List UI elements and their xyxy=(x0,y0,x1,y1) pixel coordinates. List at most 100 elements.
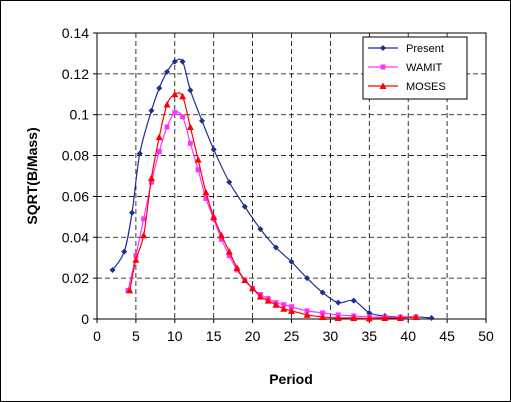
tick-layer: 0 5 10 15 20 25 30 35 40 45 50 0 0.02 0.04 0.06 0.08 0.1… xyxy=(62,25,494,344)
data-point-wamit xyxy=(281,302,287,308)
data-point-present xyxy=(187,87,194,94)
data-point-present xyxy=(164,68,171,75)
data-point-moses xyxy=(186,123,194,130)
data-point-moses xyxy=(179,92,187,100)
data-point-wamit xyxy=(156,148,162,154)
data-point-moses xyxy=(288,307,295,314)
x-tick-label: 35 xyxy=(362,328,378,344)
data-point-wamit xyxy=(320,310,326,316)
data-point-moses xyxy=(319,313,327,320)
x-tick-label: 20 xyxy=(245,328,261,344)
legend-marker-wamit xyxy=(380,64,386,70)
x-tick-label: 5 xyxy=(132,328,140,344)
data-point-moses xyxy=(194,156,202,163)
data-point-moses xyxy=(132,256,140,263)
legend-entries: Present WAMIT MOSES xyxy=(368,43,446,93)
data-point-present xyxy=(210,146,217,153)
data-point-present xyxy=(226,179,233,186)
legend-label-present: Present xyxy=(406,43,444,55)
x-tick-label: 0 xyxy=(93,328,101,344)
data-point-present xyxy=(272,244,279,251)
y-tick-label: 0.1 xyxy=(70,107,90,123)
data-point-present xyxy=(129,209,136,216)
data-point-present xyxy=(335,299,342,306)
data-point-wamit xyxy=(289,304,294,310)
data-point-wamit xyxy=(133,253,139,259)
legend-label-moses: MOSES xyxy=(406,81,446,93)
y-tick-label: 0.02 xyxy=(62,270,89,286)
data-point-wamit xyxy=(164,124,170,130)
data-point-moses xyxy=(303,311,311,318)
data-point-present xyxy=(428,314,435,321)
data-point-moses xyxy=(365,314,373,322)
data-point-moses xyxy=(280,305,288,312)
data-point-moses xyxy=(412,313,420,320)
legend-entry-wamit: WAMIT xyxy=(368,62,443,74)
x-axis-title: Period xyxy=(269,371,313,387)
series-moses xyxy=(126,90,420,322)
legend-label-wamit: WAMIT xyxy=(406,62,443,74)
data-point-moses xyxy=(381,314,389,321)
data-point-moses xyxy=(256,293,264,300)
data-point-present xyxy=(241,203,248,210)
y-tick-label: 0.14 xyxy=(62,25,89,41)
x-tick-label: 10 xyxy=(167,328,183,344)
y-tick-label: 0.06 xyxy=(62,188,89,204)
data-point-wamit xyxy=(187,140,193,146)
data-point-present xyxy=(156,85,163,92)
y-tick-label: 0.08 xyxy=(62,148,89,164)
data-point-moses xyxy=(140,231,148,239)
data-point-wamit xyxy=(218,236,224,242)
data-point-present xyxy=(136,150,143,157)
data-point-wamit xyxy=(304,308,310,314)
data-point-present xyxy=(171,58,178,65)
x-tick-label: 25 xyxy=(284,328,300,344)
data-point-wamit xyxy=(226,253,232,259)
legend-marker-moses xyxy=(379,82,387,89)
x-tick-label: 45 xyxy=(439,328,455,344)
data-point-moses xyxy=(217,231,225,239)
data-point-moses xyxy=(202,188,210,196)
x-tick-label: 30 xyxy=(323,328,339,344)
data-point-wamit xyxy=(141,216,147,222)
x-tick-label: 50 xyxy=(478,328,494,344)
data-point-moses xyxy=(249,284,257,292)
data-point-wamit xyxy=(180,114,186,120)
data-point-present xyxy=(350,297,357,304)
data-point-moses xyxy=(210,213,218,220)
data-point-moses xyxy=(147,174,155,182)
data-point-moses xyxy=(163,101,171,108)
legend-entry-moses: MOSES xyxy=(368,81,446,93)
data-point-present xyxy=(179,58,186,65)
data-point-wamit xyxy=(172,110,178,116)
y-tick-label: 0.12 xyxy=(62,66,89,82)
data-point-moses xyxy=(350,314,358,321)
y-axis-title: SQRT(B/Mass) xyxy=(24,127,40,224)
legend: Present WAMIT MOSES xyxy=(362,36,468,100)
data-point-wamit xyxy=(148,179,154,185)
data-point-present xyxy=(109,266,116,273)
data-point-present xyxy=(288,258,295,265)
data-point-moses xyxy=(155,133,163,141)
data-point-moses xyxy=(272,301,280,308)
data-point-present xyxy=(199,117,206,124)
x-tick-label: 40 xyxy=(400,328,416,344)
data-point-moses xyxy=(233,264,241,271)
y-tick-label: 0 xyxy=(81,311,89,327)
data-point-moses xyxy=(171,90,179,98)
data-point-present xyxy=(304,275,311,282)
data-point-moses xyxy=(334,314,342,321)
legend-marker-present xyxy=(380,45,386,51)
data-point-moses xyxy=(264,297,272,304)
data-point-moses xyxy=(241,276,249,284)
series-layer xyxy=(109,58,435,322)
data-point-moses xyxy=(225,248,233,255)
data-point-moses xyxy=(396,314,404,321)
data-point-wamit xyxy=(203,195,209,201)
data-point-present xyxy=(148,107,155,114)
x-tick-label: 15 xyxy=(206,328,222,344)
legend-entry-present: Present xyxy=(368,43,444,55)
data-point-present xyxy=(257,226,264,233)
